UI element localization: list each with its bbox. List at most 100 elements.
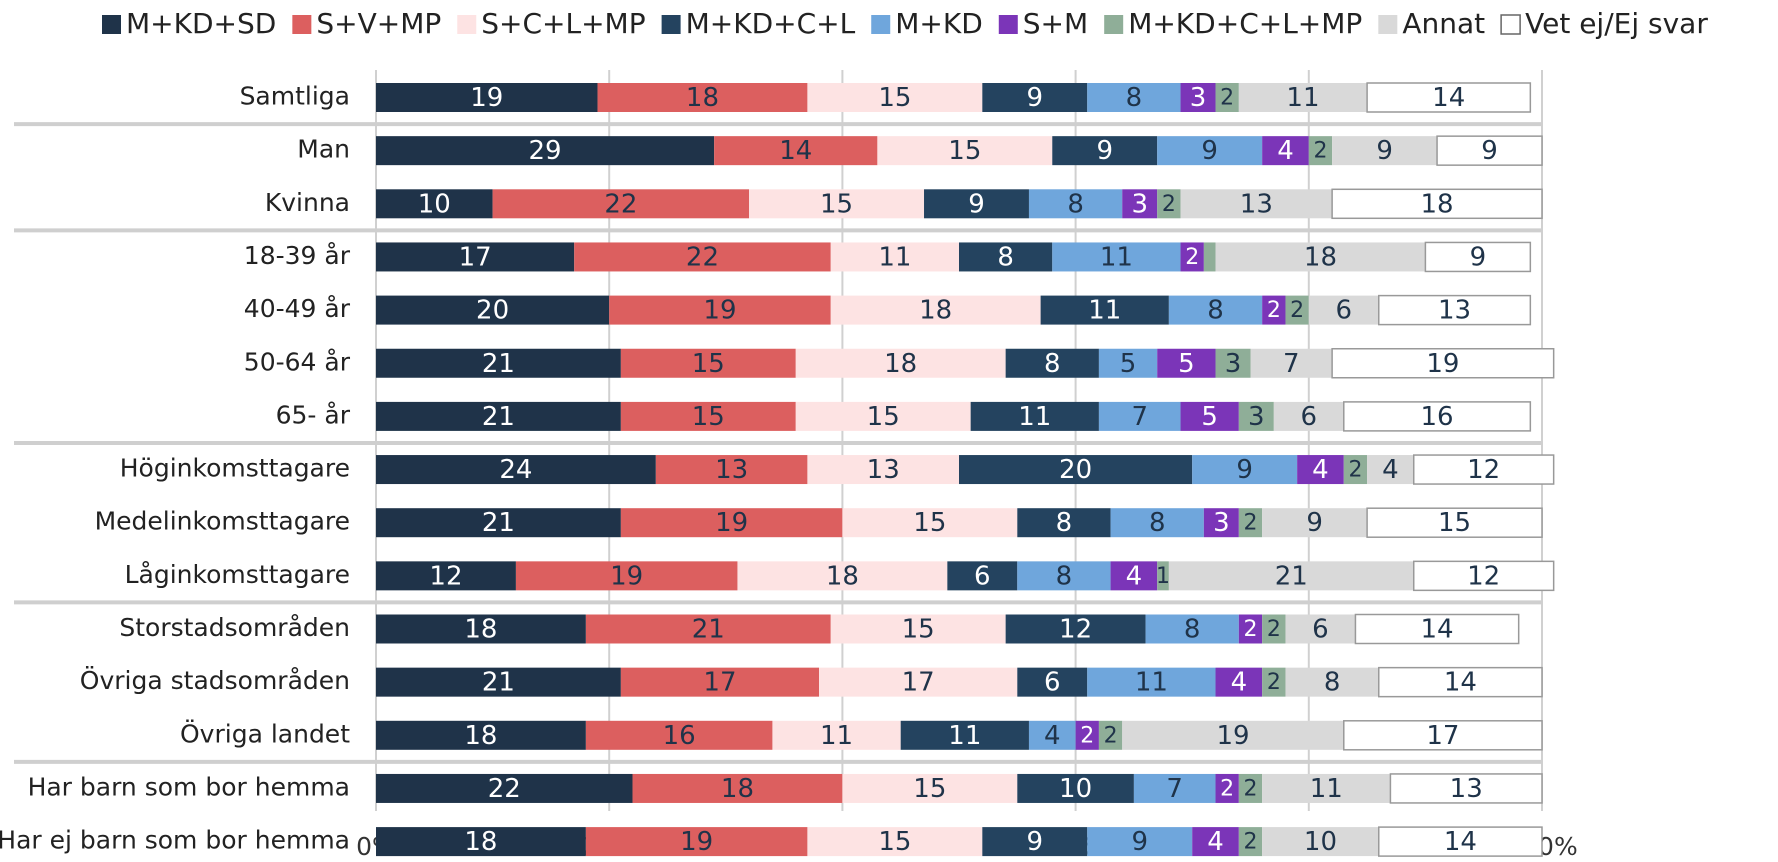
data-label: 29: [529, 136, 562, 166]
data-label: 12: [429, 561, 462, 591]
bar-segment: [1180, 83, 1216, 112]
bar-segment: [749, 189, 925, 219]
data-label: 2: [1348, 458, 1362, 483]
data-label: 2: [1185, 245, 1199, 270]
bar-segment: [376, 827, 586, 857]
legend-swatch: [871, 15, 891, 34]
data-label: 15: [1438, 508, 1471, 538]
data-label: 16: [1421, 402, 1454, 432]
bar-segment: [1367, 455, 1414, 485]
bar-segment: [924, 189, 1029, 219]
data-label: 13: [1450, 774, 1483, 804]
bar-segment: [982, 827, 1088, 857]
bar-segment: [1192, 455, 1298, 485]
data-label: 8: [1126, 83, 1143, 113]
bar-segment: [1087, 827, 1193, 857]
bar-segment: [1331, 188, 1543, 220]
data-label: 2: [1220, 776, 1234, 801]
data-label: 6: [1301, 402, 1318, 432]
bar-segment: [1052, 136, 1158, 166]
data-label: 21: [482, 668, 515, 698]
data-label: 3: [1131, 189, 1148, 219]
bar-segment: [376, 720, 586, 750]
bar-segment: [1215, 83, 1239, 112]
bar-segment: [1087, 667, 1216, 697]
data-label: 18: [721, 774, 754, 804]
bar-segment: [1215, 242, 1426, 272]
bar-segment: [620, 401, 796, 431]
data-label: 9: [1201, 136, 1218, 166]
legend-label: M+KD+SD: [126, 7, 276, 40]
bar-segment: [1285, 295, 1309, 325]
bar-segment: [515, 561, 738, 591]
bar-segment: [1075, 720, 1099, 750]
legend-swatch: [661, 15, 681, 34]
bar-segment: [1133, 773, 1216, 803]
data-label: 20: [1059, 455, 1092, 485]
legend-swatch: [292, 15, 312, 34]
data-label: 18: [464, 615, 497, 645]
legend-label: S+V+MP: [316, 7, 441, 40]
data-label: 19: [680, 827, 713, 857]
data-label: 6: [974, 561, 991, 591]
bar-segment: [1215, 348, 1251, 378]
bar-segment: [1238, 401, 1274, 431]
bar-segment: [376, 348, 621, 378]
data-label: 3: [1213, 508, 1230, 538]
data-label: 2: [1244, 617, 1258, 642]
legend: M+KD+SD S+V+MP S+C+L+MP M+KD+C+L M+KD S+M M+KD…: [102, 7, 1708, 40]
bar-segment: [1297, 455, 1344, 485]
data-label: 8: [1056, 561, 1073, 591]
bar-segment: [1273, 401, 1344, 431]
data-label: 18: [464, 827, 497, 857]
bar-segment: [1203, 242, 1216, 272]
data-label: 8: [1149, 508, 1166, 538]
bar-segment: [1285, 614, 1356, 644]
data-label: 21: [1275, 561, 1308, 591]
legend-swatch: [998, 15, 1018, 34]
data-label: 4: [1207, 827, 1224, 857]
bar-segment: [1110, 508, 1204, 538]
data-label: 3: [1248, 402, 1265, 432]
data-label: 15: [820, 189, 853, 219]
data-label: 5: [1178, 349, 1195, 379]
legend-label: Annat: [1402, 7, 1485, 40]
legend-label: M+KD: [895, 7, 983, 40]
data-label: 21: [482, 508, 515, 538]
y-tick-label: Storstadsområden: [119, 613, 350, 642]
data-label: 24: [499, 455, 532, 485]
bar-segment: [1017, 773, 1134, 803]
data-label: 19: [470, 83, 503, 113]
data-label: 2: [1267, 670, 1281, 695]
legend-swatch: [1104, 15, 1124, 34]
bar-segment: [1238, 614, 1263, 644]
y-tick-label: Höginkomsttagare: [120, 454, 350, 483]
bar-segment: [1157, 561, 1169, 591]
data-label: 4: [1126, 561, 1143, 591]
data-label: 7: [1166, 774, 1183, 804]
data-label: 22: [488, 774, 521, 804]
data-label: 9: [1096, 136, 1113, 166]
data-label: 19: [610, 561, 643, 591]
bar-segment: [1262, 827, 1379, 857]
data-label: 9: [1027, 827, 1044, 857]
data-label: 21: [692, 615, 725, 645]
data-label: 6: [1044, 668, 1061, 698]
bar-segment: [1168, 295, 1263, 325]
data-label: 15: [948, 136, 981, 166]
data-label: 11: [1135, 668, 1168, 698]
legend-swatch: [102, 15, 121, 34]
bar-segment: [585, 720, 773, 750]
data-label: 15: [867, 402, 900, 432]
data-label: 11: [1088, 296, 1121, 326]
data-label: 2: [1080, 723, 1094, 748]
y-tick-label: 40-49 år: [244, 294, 351, 323]
data-label: 15: [902, 615, 935, 645]
data-label: 2: [1244, 830, 1258, 855]
y-tick-label: Har ej barn som bor hemma: [0, 826, 350, 855]
bar-segment: [1098, 348, 1158, 378]
data-label: 2: [1244, 511, 1258, 536]
data-label: 4: [1044, 721, 1061, 751]
data-label: 15: [692, 349, 725, 379]
data-label: 2: [1313, 139, 1327, 164]
